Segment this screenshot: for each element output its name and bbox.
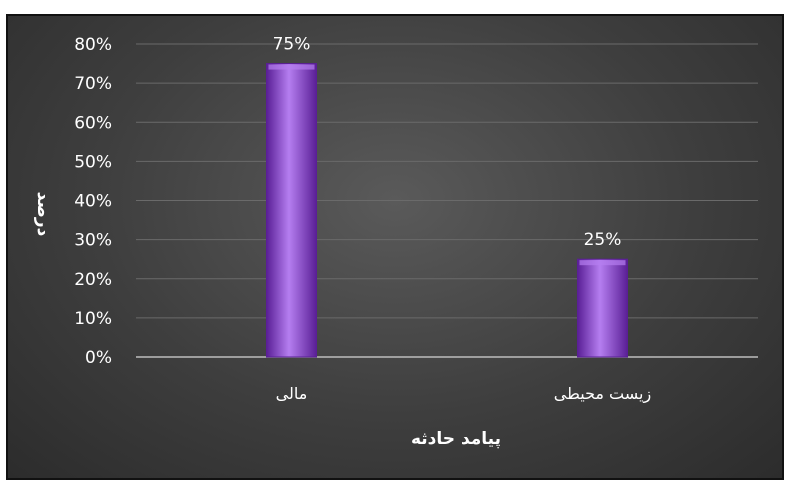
bar-chart: 0% 10% 20% 30% 40% 50% 60% 70% 80% 75% مالی 25% زیست…: [33, 35, 758, 449]
y-axis-title: درصد: [33, 192, 53, 237]
bar: [266, 63, 317, 358]
x-axis-title: پیامد حادثه: [411, 429, 501, 449]
y-tick-label: 70%: [74, 74, 112, 94]
chart-frame: 0% 10% 20% 30% 40% 50% 60% 70% 80% 75% مالی 25% زیست…: [6, 14, 784, 480]
y-tick-label: 10%: [74, 309, 112, 329]
y-tick-label: 40%: [74, 192, 112, 212]
y-tick-label: 20%: [74, 270, 112, 290]
data-label: 25%: [584, 230, 622, 250]
x-tick-label: مالی: [276, 384, 308, 403]
data-label: 75%: [273, 35, 311, 55]
y-tick-label: 0%: [85, 348, 112, 368]
x-tick-label: زیست محیطی: [554, 384, 651, 404]
bar-highlight: [579, 260, 626, 266]
gridlines: [136, 43, 758, 319]
y-tick-label: 80%: [74, 35, 112, 55]
y-tick-label: 50%: [74, 152, 112, 172]
y-tick-label: 60%: [74, 113, 112, 133]
labels: 0% 10% 20% 30% 40% 50% 60% 70% 80% 75% مالی 25% زیست…: [74, 35, 651, 404]
y-tick-label: 30%: [74, 231, 112, 251]
bar-highlight: [268, 64, 315, 70]
bars: [266, 63, 628, 358]
bar: [577, 258, 628, 358]
